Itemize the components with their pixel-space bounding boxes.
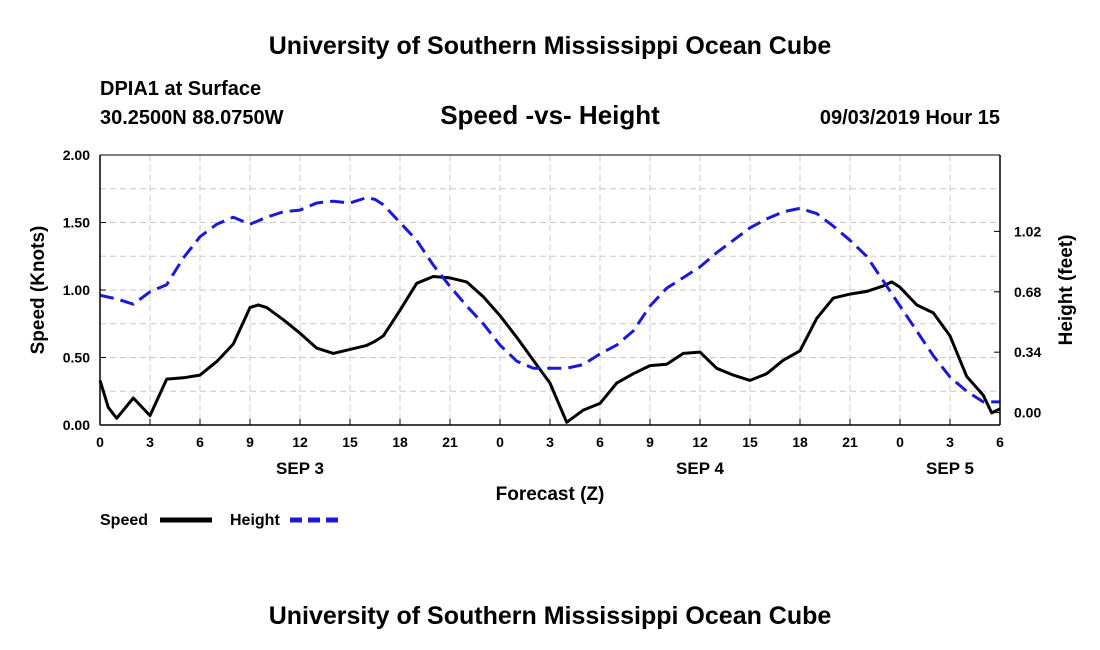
grid-lines <box>100 155 1000 425</box>
y-right-tick-label: 1.02 <box>1014 223 1041 239</box>
y-left-tick-label: 1.00 <box>63 282 90 298</box>
x-tick-label: 21 <box>842 434 858 450</box>
y-right-axis-label: Height (feet) <box>1056 235 1077 346</box>
page-title: University of Southern Mississippi Ocean… <box>269 32 832 60</box>
axes <box>99 154 1001 426</box>
x-tick-label: 12 <box>692 434 708 450</box>
x-tick-label: 9 <box>646 434 654 450</box>
y-right-tick-label: 0.34 <box>1014 344 1041 360</box>
y-left-tick-label: 0.00 <box>63 417 90 433</box>
y-left-tick-labels: 0.00 0.50 1.00 1.50 2.00 <box>63 147 90 433</box>
x-tick-label: 15 <box>742 434 758 450</box>
x-tick-label: 6 <box>196 434 204 450</box>
footer-title: University of Southern Mississippi Ocean… <box>269 602 832 630</box>
date-label: SEP 3 <box>276 459 324 478</box>
y-right-tick-label: 0.68 <box>1014 284 1041 300</box>
x-tick-label: 21 <box>442 434 458 450</box>
x-tick-label: 18 <box>792 434 808 450</box>
date-label: SEP 4 <box>676 459 724 478</box>
x-tick-label: 0 <box>496 434 504 450</box>
station-label: DPIA1 at Surface <box>100 78 261 100</box>
series-lines <box>98 196 1001 424</box>
y-right-tick-label: 0.00 <box>1014 405 1041 421</box>
date-label: SEP 5 <box>926 459 974 478</box>
y-left-axis-label: Speed (Knots) <box>28 226 49 355</box>
y-right-tick-labels: 0.00 0.34 0.68 1.02 <box>1014 223 1041 420</box>
chart-title: Speed -vs- Height <box>440 100 660 130</box>
x-tick-label: 18 <box>392 434 408 450</box>
x-tick-label: 3 <box>546 434 554 450</box>
x-axis-label: Forecast (Z) <box>496 484 605 505</box>
datetime-label: 09/03/2019 Hour 15 <box>820 107 1000 129</box>
x-tick-label: 9 <box>246 434 254 450</box>
x-tick-label: 0 <box>896 434 904 450</box>
x-tick-label: 0 <box>96 434 104 450</box>
x-tick-label: 3 <box>146 434 154 450</box>
x-tick-label: 12 <box>292 434 308 450</box>
legend-height-label: Height <box>230 512 280 529</box>
legend-speed-label: Speed <box>100 512 148 529</box>
legend: Speed Height <box>100 512 342 529</box>
y-left-tick-label: 2.00 <box>63 147 90 163</box>
series-height-line <box>99 196 1000 404</box>
date-labels: SEP 3 SEP 4 SEP 5 <box>276 459 974 478</box>
coords-label: 30.2500N 88.0750W <box>100 107 284 129</box>
series-speed-line <box>98 275 1001 424</box>
x-tick-label: 6 <box>596 434 604 450</box>
y-left-tick-label: 1.50 <box>63 215 90 231</box>
x-tick-label: 6 <box>996 434 1004 450</box>
x-tick-labels: 0 3 6 9 12 15 18 21 0 3 6 9 12 15 18 21 0 3 6 <box>96 434 1004 450</box>
y-left-tick-label: 0.50 <box>63 350 90 366</box>
x-tick-label: 3 <box>946 434 954 450</box>
x-tick-label: 15 <box>342 434 358 450</box>
